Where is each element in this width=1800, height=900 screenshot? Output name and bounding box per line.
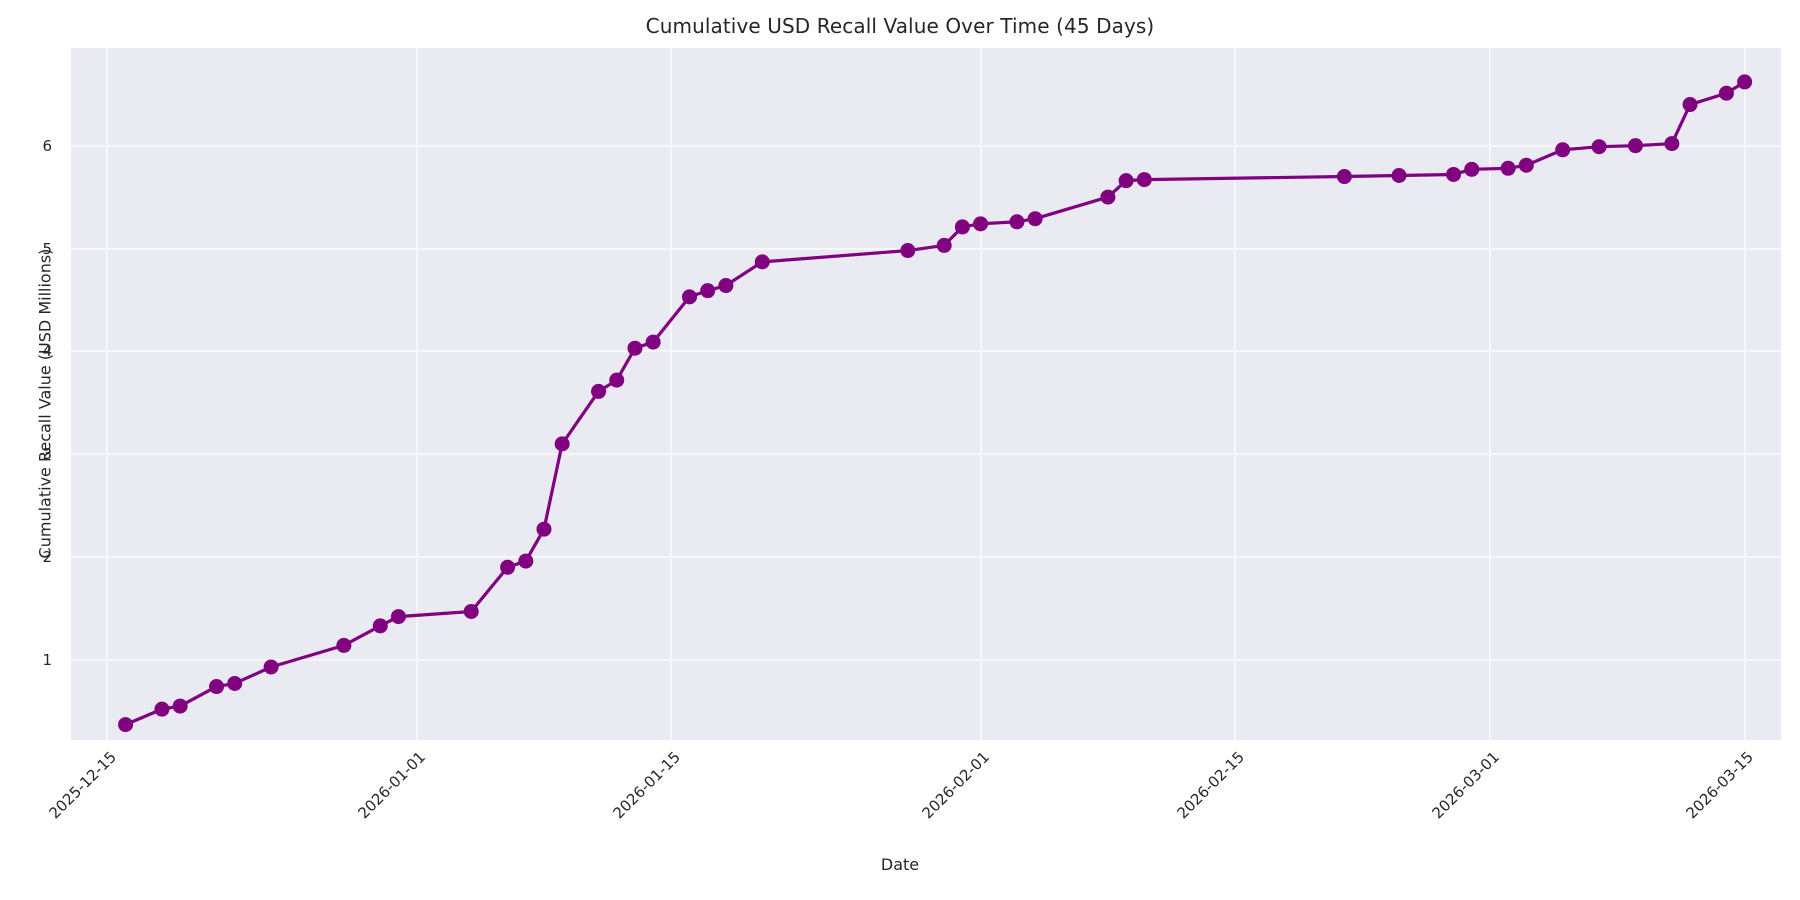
- plot-area: [71, 48, 1781, 740]
- data-point-marker: [209, 679, 225, 695]
- gridline-horizontal: [71, 144, 1781, 147]
- y-axis-tick-label: 6: [42, 136, 52, 155]
- data-point-marker: [609, 372, 625, 388]
- line-series: [118, 74, 1753, 733]
- y-axis-label: Cumulative Recall Value (USD Millions): [35, 248, 55, 559]
- data-point-marker: [263, 659, 279, 675]
- x-axis-tick-label: 2026-03-15: [1682, 748, 1758, 823]
- gridline-vertical: [1743, 48, 1746, 740]
- data-point-marker: [1500, 160, 1516, 176]
- data-point-marker: [1464, 161, 1480, 177]
- data-point-marker: [1336, 169, 1352, 185]
- data-point-marker: [518, 553, 534, 569]
- data-point-marker: [463, 603, 479, 619]
- data-point-marker: [1136, 172, 1152, 188]
- data-point-marker: [954, 219, 970, 235]
- x-axis-tick-label: 2025-12-15: [45, 748, 121, 823]
- series-line: [123, 80, 1747, 727]
- gridline-vertical: [1488, 48, 1491, 740]
- data-point-marker: [1627, 138, 1643, 154]
- data-point-marker: [336, 637, 352, 653]
- data-point-marker: [1518, 157, 1534, 173]
- gridline-horizontal: [71, 555, 1781, 558]
- data-point-marker: [645, 334, 661, 350]
- data-point-marker: [172, 698, 188, 714]
- data-point-marker: [936, 237, 952, 253]
- data-point-marker: [627, 340, 643, 356]
- gridline-horizontal: [71, 350, 1781, 353]
- data-point-marker: [754, 254, 770, 270]
- data-point-marker: [1027, 211, 1043, 227]
- gridline-vertical: [670, 48, 673, 740]
- x-axis-tick-label: 2026-01-01: [354, 748, 430, 823]
- data-point-marker: [1555, 142, 1571, 158]
- data-point-marker: [118, 717, 134, 733]
- data-point-marker: [372, 618, 388, 634]
- data-point-marker: [536, 521, 552, 537]
- x-axis-tick-label: 2026-01-15: [609, 748, 685, 823]
- x-axis-label: Date: [880, 855, 920, 874]
- x-axis-tick-label: 2026-02-15: [1173, 748, 1248, 823]
- y-axis-tick-label: 4: [42, 342, 52, 361]
- data-point-marker: [390, 609, 406, 625]
- data-point-marker: [1391, 168, 1407, 183]
- data-point-marker: [1737, 74, 1753, 90]
- data-point-marker: [154, 701, 170, 717]
- data-point-marker: [1446, 166, 1462, 182]
- data-point-marker: [1009, 214, 1025, 230]
- data-point-marker: [1591, 139, 1607, 155]
- data-point-marker: [500, 559, 516, 575]
- data-point-marker: [682, 289, 698, 305]
- y-axis-tick-label: 2: [42, 547, 52, 566]
- data-point-marker: [973, 216, 989, 232]
- gridline-horizontal: [71, 658, 1781, 661]
- x-axis-tick-label: 2026-02-01: [918, 748, 994, 823]
- data-point-marker: [1682, 97, 1698, 113]
- y-axis-tick-label: 3: [42, 445, 52, 464]
- data-point-marker: [1118, 173, 1134, 189]
- data-point-marker: [1718, 85, 1734, 101]
- data-point-marker: [227, 675, 243, 691]
- gridline-horizontal: [71, 453, 1781, 456]
- x-axis-tick-label: 2026-03-01: [1428, 748, 1503, 823]
- data-point-marker: [1100, 189, 1116, 205]
- gridline-vertical: [979, 48, 982, 740]
- data-point-marker: [718, 278, 734, 294]
- data-point-marker: [900, 243, 916, 259]
- gridline-vertical: [415, 48, 418, 740]
- data-point-marker: [591, 383, 607, 399]
- data-point-marker: [554, 436, 570, 452]
- data-point-marker: [1664, 136, 1680, 152]
- gridline-vertical: [1234, 48, 1237, 740]
- y-axis-tick-label: 1: [42, 650, 52, 669]
- chart-title: Cumulative USD Recall Value Over Time (4…: [645, 14, 1155, 38]
- gridline-vertical: [106, 48, 109, 740]
- y-axis-tick-label: 5: [42, 239, 52, 258]
- data-point-marker: [700, 283, 716, 299]
